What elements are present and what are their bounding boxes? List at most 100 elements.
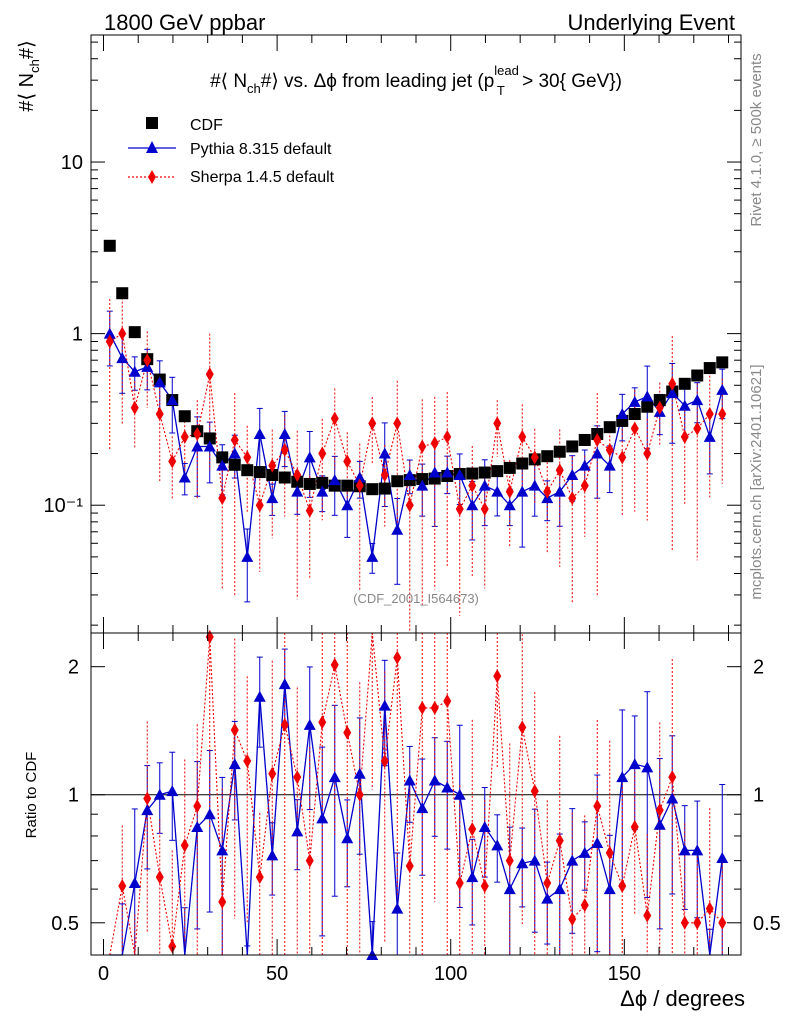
main-point-square (116, 287, 129, 300)
legend-pythia-label: Pythia 8.315 default (190, 141, 332, 158)
ratio-point-triangle (303, 718, 316, 730)
ratio-point-diamond (143, 791, 152, 806)
ratio-point-diamond (355, 787, 364, 802)
header-left: 1800 GeV ppbar (104, 10, 265, 35)
ratio-point-diamond (230, 722, 239, 737)
main-point-diamond (618, 450, 627, 465)
main-point-triangle (591, 447, 604, 459)
legend-pythia-marker (146, 141, 158, 153)
ratio-point-diamond (643, 908, 652, 923)
ratio-point-triangle (566, 854, 579, 866)
mcplots-label: mcplots.cern.ch [arXiv:2401.10621] (748, 364, 765, 599)
main-point-diamond (555, 463, 564, 478)
main-point-triangle (453, 468, 466, 480)
ratio-point-diamond (305, 853, 314, 868)
main-point-triangle (241, 550, 254, 562)
legend-sherpa-marker (148, 170, 156, 184)
ratio-point-diamond (318, 715, 327, 730)
main-ylabel-sub: ch (27, 59, 42, 73)
ratio-point-triangle (128, 877, 141, 889)
main-point-diamond (543, 484, 552, 499)
main-point-diamond (705, 407, 714, 422)
main-point-diamond (593, 432, 602, 447)
main-point-square (503, 461, 516, 474)
main-point-diamond (230, 432, 239, 447)
main-point-diamond (243, 450, 252, 465)
ratio-point-triangle (278, 678, 291, 690)
ratio-ytick-label-right: 0.5 (753, 913, 781, 935)
ratio-line-diamond (109, 632, 723, 956)
ratio-point-triangle (153, 788, 166, 800)
main-point-triangle (391, 523, 404, 535)
ratio-point-diamond (718, 915, 727, 930)
main-point-diamond (280, 442, 289, 457)
main-point-triangle (678, 399, 691, 411)
main-point-diamond (143, 353, 152, 368)
ratio-point-triangle (216, 844, 229, 856)
main-point-square (653, 394, 666, 407)
main-point-square (678, 377, 691, 390)
main-point-triangle (578, 459, 591, 471)
ratio-ylabel: Ratio to CDF (23, 752, 40, 839)
main-point-diamond (455, 502, 464, 517)
main-point-square (128, 326, 141, 339)
ratio-point-triangle (628, 758, 641, 770)
main-point-triangle (478, 479, 491, 491)
ratio-plot-frame (90, 632, 742, 956)
main-point-triangle (128, 365, 141, 377)
ratio-point-triangle (441, 781, 454, 793)
main-ytick-label: 10 (61, 152, 83, 174)
ratio-point-triangle (378, 699, 391, 711)
main-point-diamond (155, 407, 164, 422)
ratio-point-diamond (380, 754, 389, 769)
main-point-triangle (303, 451, 316, 463)
main-point-diamond (480, 502, 489, 517)
main-point-diamond (180, 429, 189, 444)
main-point-square (541, 450, 554, 463)
ratio-point-diamond (530, 784, 539, 799)
ratio-point-diamond (393, 650, 402, 665)
main-point-diamond (193, 427, 202, 442)
main-point-square (228, 458, 241, 471)
main-point-diamond (518, 429, 527, 444)
ratio-point-triangle (328, 771, 341, 783)
main-point-triangle (328, 474, 341, 486)
main-point-triangle (603, 459, 616, 471)
header-right: Underlying Event (567, 10, 735, 35)
main-point-square (253, 466, 266, 479)
main-point-diamond (630, 421, 639, 436)
ratio-point-triangle (253, 690, 266, 702)
ratio-ytick-label-left: 2 (68, 657, 79, 679)
ratio-point-diamond (280, 717, 289, 732)
ratio-point-triangle (503, 883, 516, 895)
main-line-diamond (109, 332, 723, 513)
ratio-point-triangle (228, 758, 241, 770)
ratio-point-diamond (605, 845, 614, 860)
ratio-point-diamond (455, 876, 464, 891)
main-point-diamond (568, 491, 577, 506)
ratio-point-diamond (693, 915, 702, 930)
ratio-point-diamond (630, 819, 639, 834)
ratio-point-diamond (330, 657, 339, 672)
main-point-square (491, 465, 504, 478)
main-point-triangle (516, 485, 529, 497)
ratio-point-triangle (578, 846, 591, 858)
main-point-triangle (566, 468, 579, 480)
ratio-point-diamond (155, 870, 164, 885)
main-point-triangle (553, 485, 566, 497)
main-point-diamond (405, 498, 414, 513)
main-point-diamond (343, 454, 352, 469)
ratio-point-diamond (705, 901, 714, 916)
main-ylabel-pre: #⟨ N (16, 73, 38, 112)
ratio-point-diamond (580, 898, 589, 913)
main-point-triangle (378, 447, 391, 459)
ratio-point-triangle (666, 792, 679, 804)
main-point-triangle (316, 485, 329, 497)
chart-title-sub1: ch (247, 81, 261, 96)
ratio-point-diamond (168, 939, 177, 954)
ratio-point-triangle (341, 832, 354, 844)
main-point-square (553, 445, 566, 458)
main-point-square (416, 473, 429, 486)
ratio-point-triangle (416, 802, 429, 814)
